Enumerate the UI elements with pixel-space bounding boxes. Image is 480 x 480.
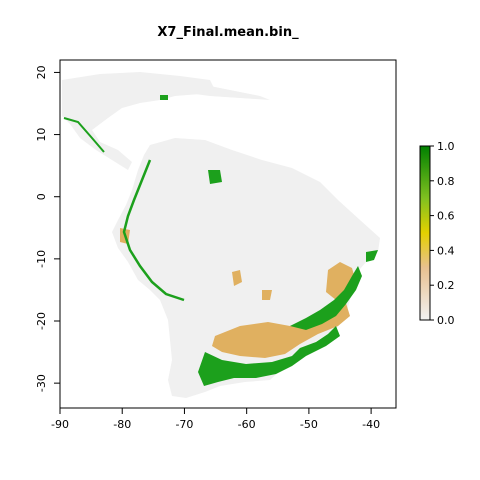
green-region-venezuela <box>208 170 222 184</box>
green-region-caribbean <box>160 95 168 100</box>
y-tick-label: -10 <box>35 250 48 268</box>
x-tick-label: -50 <box>300 418 318 431</box>
legend-tick-label: 0.0 <box>437 314 455 327</box>
y-tick-label: 0 <box>35 193 48 200</box>
plot-title: X7_Final.mean.bin_ <box>157 25 299 40</box>
legend-colorbar <box>419 145 431 321</box>
green-region-central-america <box>63 117 105 153</box>
green-region-brazil-east <box>366 250 378 262</box>
y-tick-label: -20 <box>35 312 48 330</box>
x-tick-label: -60 <box>238 418 256 431</box>
y-tick-label: 10 <box>35 128 48 142</box>
tan-region-south <box>212 300 350 358</box>
map-raster <box>62 72 380 398</box>
legend-tick-label: 0.8 <box>437 175 455 188</box>
y-tick-label: -30 <box>35 374 48 392</box>
x-tick-label: -70 <box>175 418 193 431</box>
y-axis: 20 10 0 -10 -20 -30 <box>35 65 60 392</box>
tan-patch-2 <box>262 290 272 300</box>
plot-frame <box>59 59 397 409</box>
x-tick-label: -40 <box>362 418 380 431</box>
green-region-south <box>198 326 340 386</box>
legend-tick-label: 0.2 <box>437 279 455 292</box>
legend-tick-label: 0.6 <box>437 210 455 223</box>
legend: 0.0 0.2 0.4 0.6 0.8 1.0 <box>419 140 455 327</box>
legend-tick-label: 0.4 <box>437 244 455 257</box>
green-region-andes <box>122 159 185 302</box>
green-region-southeast-coast <box>290 266 362 330</box>
x-tick-label: -80 <box>113 418 131 431</box>
legend-tick-label: 1.0 <box>437 140 455 153</box>
tan-patch-1 <box>232 270 242 286</box>
central-america-land <box>62 72 214 170</box>
caribbean-islands <box>150 80 270 100</box>
y-tick-label: 20 <box>35 65 48 79</box>
x-axis: -90 -80 -70 -60 -50 -40 <box>51 408 380 431</box>
legend-ticks: 0.0 0.2 0.4 0.6 0.8 1.0 <box>430 140 455 327</box>
x-tick-label: -90 <box>51 418 69 431</box>
